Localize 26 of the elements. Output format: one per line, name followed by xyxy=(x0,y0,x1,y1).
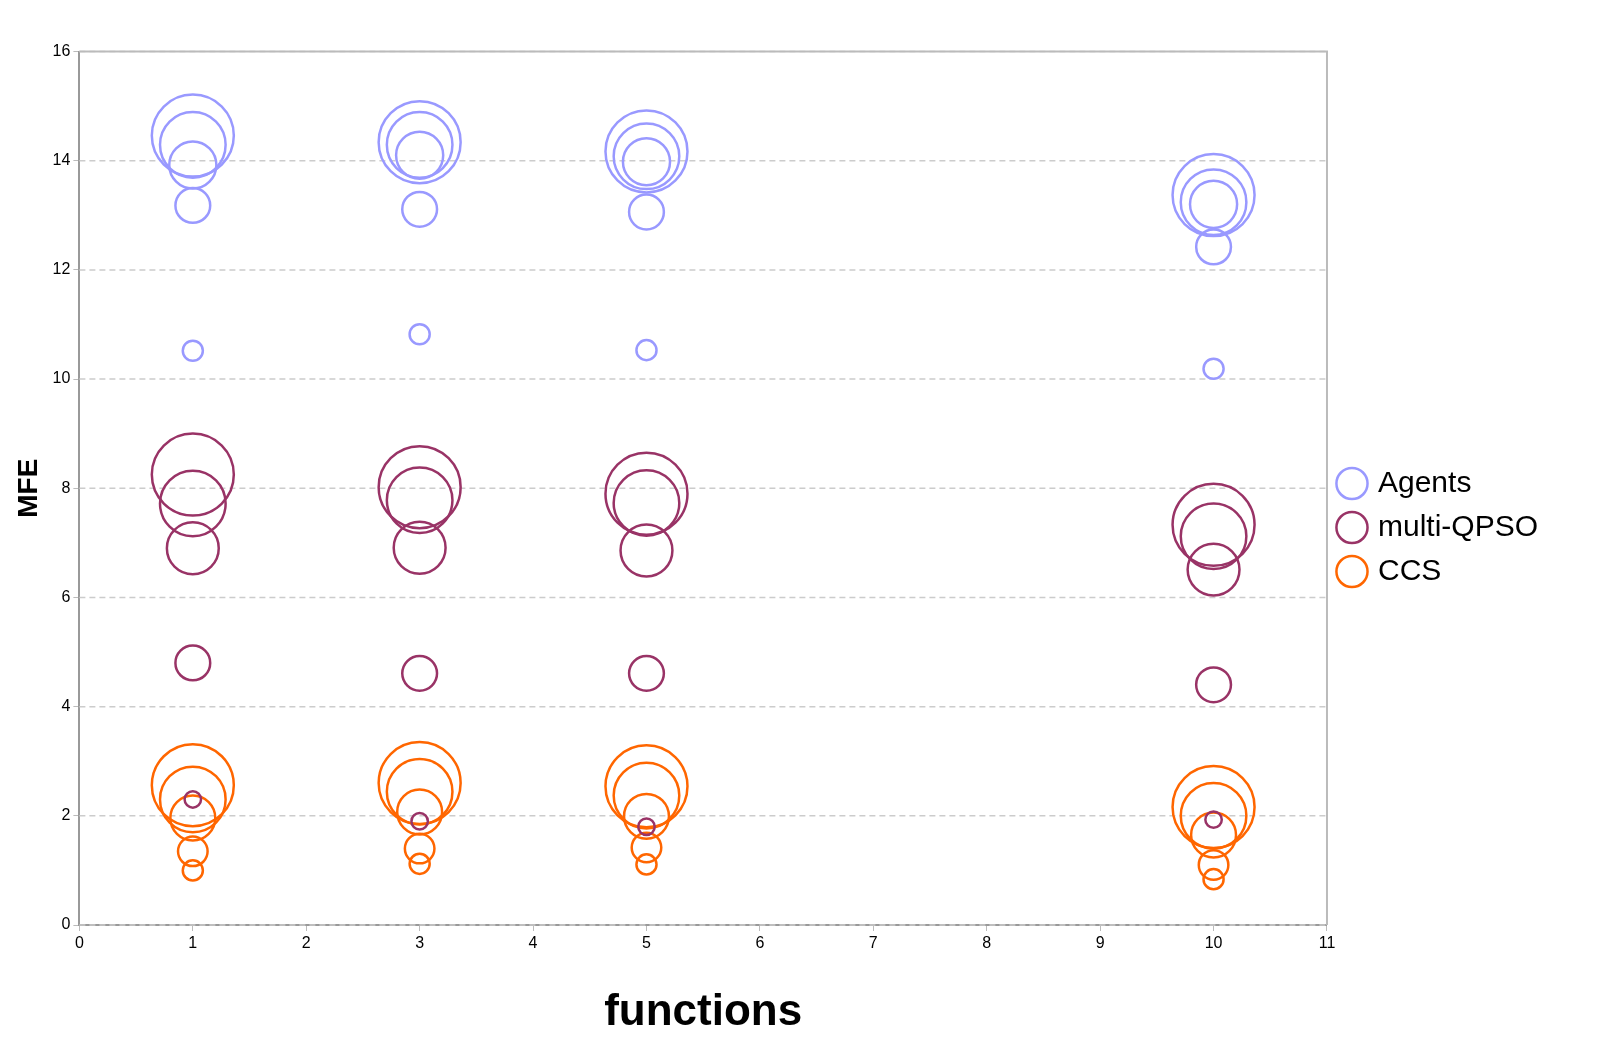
legend-label: CCS xyxy=(1377,552,1442,586)
y-tick-label: 4 xyxy=(61,697,71,715)
x-tick-label: 7 xyxy=(868,934,878,952)
y-tick-label: 10 xyxy=(52,369,71,387)
legend-label: multi-QPSO xyxy=(1377,508,1539,542)
legend-label: Agents xyxy=(1377,464,1472,498)
x-tick-label: 3 xyxy=(415,934,425,952)
y-tick-label: 0 xyxy=(61,915,71,933)
x-tick-label: 4 xyxy=(528,934,538,952)
x-tick-label: 5 xyxy=(642,934,652,952)
y-tick-label: 16 xyxy=(52,41,71,59)
y-tick-label: 14 xyxy=(52,151,71,169)
y-axis-title: MFE xyxy=(11,458,43,518)
y-tick-label: 8 xyxy=(61,478,71,496)
x-tick-label: 9 xyxy=(1095,934,1105,952)
x-tick-label: 8 xyxy=(982,934,992,952)
x-tick-label: 2 xyxy=(301,934,311,952)
y-tick-label: 12 xyxy=(52,260,71,278)
y-tick-label: 2 xyxy=(61,806,71,824)
x-axis-title: functions xyxy=(604,984,803,1034)
x-tick-label: 1 xyxy=(188,934,198,952)
x-tick-label: 6 xyxy=(755,934,765,952)
y-tick-label: 6 xyxy=(61,587,71,605)
x-tick-label: 11 xyxy=(1318,934,1336,952)
x-tick-label: 0 xyxy=(74,934,84,952)
x-tick-label: 10 xyxy=(1204,934,1223,952)
